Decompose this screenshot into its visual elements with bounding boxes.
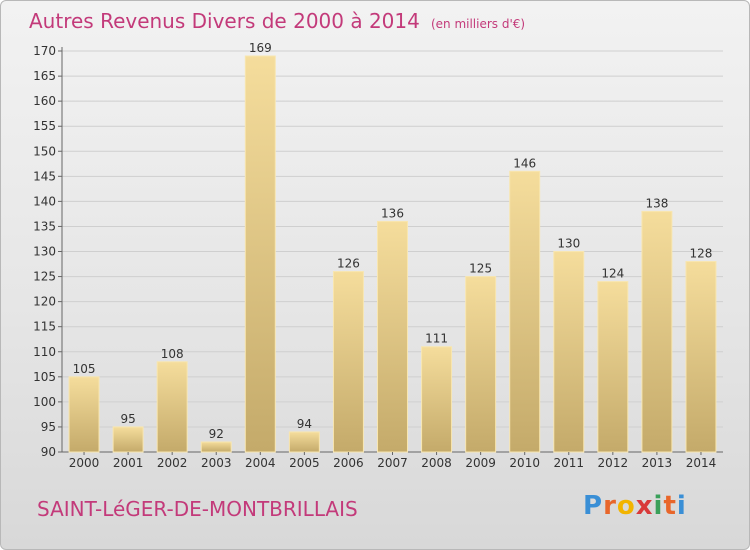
bar-2008 bbox=[421, 346, 453, 453]
y-tick-label: 140 bbox=[33, 194, 56, 208]
bar-2000 bbox=[68, 376, 100, 453]
town-name: SAINT-LéGER-DE-MONTBRILLAIS bbox=[37, 497, 358, 521]
x-tick-label-2000: 2000 bbox=[69, 456, 100, 470]
proxiti-logo: Proxiti bbox=[583, 491, 687, 521]
logo-letter: i bbox=[676, 491, 687, 521]
x-tick-label-2011: 2011 bbox=[553, 456, 584, 470]
data-label-2003: 92 bbox=[209, 427, 224, 441]
y-tick-label: 165 bbox=[33, 69, 56, 83]
data-label-2012: 124 bbox=[601, 267, 624, 281]
bars bbox=[68, 55, 717, 453]
data-labels: 105 95 108 92 169 94 126 136 111 125 146 130 124 138 1… bbox=[73, 41, 713, 441]
bar-2009 bbox=[465, 276, 497, 453]
logo-letter: o bbox=[616, 491, 636, 521]
x-tick-label-2007: 2007 bbox=[377, 456, 408, 470]
x-tick-label-2013: 2013 bbox=[642, 456, 673, 470]
logo-letter: t bbox=[663, 491, 677, 521]
y-tick-label: 160 bbox=[33, 94, 56, 108]
x-tick-label-2003: 2003 bbox=[201, 456, 232, 470]
x-tick-label-2004: 2004 bbox=[245, 456, 276, 470]
data-label-2013: 138 bbox=[645, 196, 668, 210]
bar-2005 bbox=[288, 431, 320, 453]
bar-2014 bbox=[685, 261, 717, 453]
data-label-2004: 169 bbox=[249, 41, 272, 55]
y-tick-label: 120 bbox=[33, 295, 56, 309]
data-label-2014: 128 bbox=[690, 247, 713, 261]
bar-2007 bbox=[377, 220, 408, 453]
y-tick-label: 95 bbox=[41, 420, 56, 434]
x-tick-label-2010: 2010 bbox=[509, 456, 540, 470]
logo-letter: x bbox=[635, 491, 654, 521]
y-tick-label: 90 bbox=[41, 445, 56, 459]
y-tick-label: 145 bbox=[33, 169, 56, 183]
data-label-2007: 136 bbox=[381, 206, 404, 220]
bar-2004 bbox=[244, 55, 276, 453]
y-tick-label: 135 bbox=[33, 219, 56, 233]
y-tick-label: 110 bbox=[33, 345, 56, 359]
y-tick-label: 115 bbox=[33, 320, 56, 334]
chart-title-block: Autres Revenus Divers de 2000 à 2014 (en… bbox=[29, 9, 525, 33]
logo-letter: r bbox=[603, 491, 617, 521]
data-label-2005: 94 bbox=[297, 417, 312, 431]
x-tick-label-2014: 2014 bbox=[686, 456, 717, 470]
bar-2010 bbox=[509, 170, 541, 453]
data-label-2002: 108 bbox=[161, 347, 184, 361]
chart-title: Autres Revenus Divers de 2000 à 2014 bbox=[29, 9, 420, 33]
bar-2001 bbox=[112, 426, 144, 453]
data-label-2001: 95 bbox=[120, 412, 135, 426]
y-tick-label: 100 bbox=[33, 395, 56, 409]
bar-2011 bbox=[553, 251, 585, 453]
data-label-2009: 125 bbox=[469, 262, 492, 276]
y-tick-labels: 90 95 100 105 110 115 120 125 130 135 140 145 150 155… bbox=[33, 44, 56, 459]
x-tick-label-2012: 2012 bbox=[598, 456, 629, 470]
data-label-2006: 126 bbox=[337, 257, 360, 271]
y-tick-label: 130 bbox=[33, 245, 56, 259]
y-tick-label: 170 bbox=[33, 44, 56, 58]
bar-2006 bbox=[332, 271, 364, 453]
data-label-2000: 105 bbox=[73, 362, 96, 376]
y-tick-label: 105 bbox=[33, 370, 56, 384]
y-tick-label: 125 bbox=[33, 270, 56, 284]
x-tick-label-2008: 2008 bbox=[421, 456, 452, 470]
y-tick-label: 155 bbox=[33, 119, 56, 133]
x-tick-labels: 2000 2001 2002 2003 2004 2005 2006 2007 2008 2009… bbox=[69, 452, 716, 470]
bar-2003 bbox=[200, 441, 232, 453]
bar-2013 bbox=[641, 210, 673, 453]
data-label-2008: 111 bbox=[425, 332, 448, 346]
bar-2012 bbox=[597, 281, 629, 453]
data-label-2010: 146 bbox=[513, 156, 536, 170]
x-tick-label-2001: 2001 bbox=[113, 456, 144, 470]
bar-2002 bbox=[156, 361, 188, 453]
x-tick-label-2006: 2006 bbox=[333, 456, 364, 470]
x-tick-label-2002: 2002 bbox=[157, 456, 188, 470]
y-tick-label: 150 bbox=[33, 144, 56, 158]
data-label-2011: 130 bbox=[557, 237, 580, 251]
x-tick-label-2005: 2005 bbox=[289, 456, 320, 470]
logo-letter: i bbox=[653, 491, 664, 521]
chart-unit: (en milliers d'€) bbox=[430, 17, 526, 31]
logo-letter: P bbox=[583, 491, 604, 521]
x-tick-label-2009: 2009 bbox=[465, 456, 496, 470]
